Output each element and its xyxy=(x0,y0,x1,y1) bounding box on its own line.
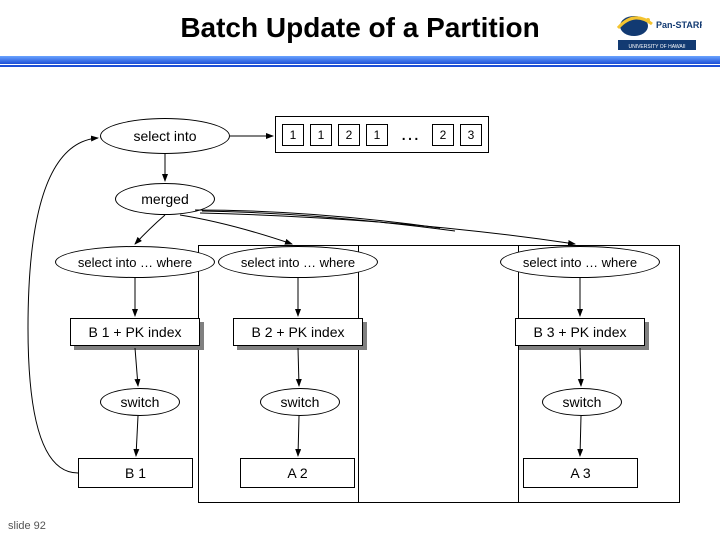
column-divider xyxy=(518,245,519,503)
node-b1pk: B 1 + PK index xyxy=(70,318,200,346)
node-label: merged xyxy=(141,191,188,207)
node-label: A 3 xyxy=(570,465,590,481)
node-select-where-3: select into … where xyxy=(500,246,660,278)
cell: 1 xyxy=(366,124,388,146)
svg-text:Pan-STARRS: Pan-STARRS xyxy=(656,20,702,30)
title-underline xyxy=(0,56,720,68)
cells-container: 1 1 2 1 … 2 3 xyxy=(275,116,489,153)
node-switch-1: switch xyxy=(100,388,180,416)
node-switch-2: switch xyxy=(260,388,340,416)
node-select-where-2: select into … where xyxy=(218,246,378,278)
node-label: B 3 + PK index xyxy=(533,324,626,340)
node-merged: merged xyxy=(115,183,215,215)
cell: 1 xyxy=(282,124,304,146)
column-divider xyxy=(358,245,359,503)
node-label: select into … where xyxy=(78,255,192,270)
node-b1: B 1 xyxy=(78,458,193,488)
node-label: switch xyxy=(563,394,602,410)
cell: 3 xyxy=(460,124,482,146)
node-b2pk: B 2 + PK index xyxy=(233,318,363,346)
cell: 2 xyxy=(338,124,360,146)
diagram-canvas: select into 1 1 2 1 … 2 3 merged select … xyxy=(0,68,720,528)
node-label: B 1 xyxy=(125,465,146,481)
node-a2: A 2 xyxy=(240,458,355,488)
svg-text:UNIVERSITY OF HAWAII: UNIVERSITY OF HAWAII xyxy=(628,44,685,50)
node-label: switch xyxy=(121,394,160,410)
node-label: select into … where xyxy=(241,255,355,270)
node-select-into: select into xyxy=(100,118,230,154)
cell: 2 xyxy=(432,124,454,146)
node-label: B 1 + PK index xyxy=(88,324,181,340)
cell: 1 xyxy=(310,124,332,146)
node-label: select into xyxy=(133,128,196,144)
node-label: A 2 xyxy=(287,465,307,481)
node-switch-3: switch xyxy=(542,388,622,416)
node-label: select into … where xyxy=(523,255,637,270)
panstarrs-logo: Pan-STARRS UNIVERSITY OF HAWAII xyxy=(612,10,702,56)
node-label: B 2 + PK index xyxy=(251,324,344,340)
node-label: switch xyxy=(281,394,320,410)
cells-ellipsis: … xyxy=(394,123,426,146)
node-b3pk: B 3 + PK index xyxy=(515,318,645,346)
node-a3: A 3 xyxy=(523,458,638,488)
node-select-where-1: select into … where xyxy=(55,246,215,278)
